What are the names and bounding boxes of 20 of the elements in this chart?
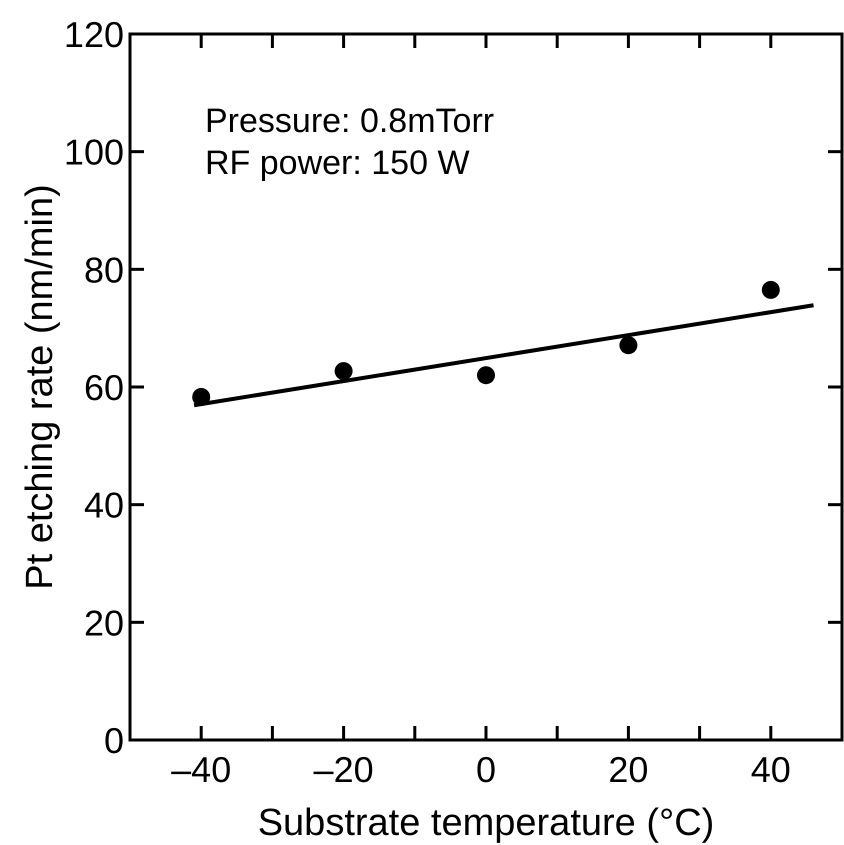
y-tick-label: 120 bbox=[64, 14, 124, 55]
x-axis-title: Substrate temperature (°C) bbox=[258, 802, 714, 844]
point bbox=[619, 336, 638, 354]
y-axis-title: Pt etching rate (nm/min) bbox=[19, 184, 61, 590]
annotation: RF power: 150 W bbox=[205, 144, 470, 182]
point bbox=[477, 366, 495, 384]
x-tick-label: 0 bbox=[476, 749, 496, 790]
y-tick-label: 40 bbox=[84, 484, 124, 526]
x-tick-label: 40 bbox=[750, 749, 791, 790]
y-tick-label: 0 bbox=[104, 720, 124, 761]
annotation: Pressure: 0.8mTorr bbox=[205, 102, 494, 140]
y-tick-label: 80 bbox=[84, 249, 124, 290]
x-tick-label: 20 bbox=[608, 749, 648, 790]
y-tick-label: 20 bbox=[84, 602, 124, 644]
x-tick-label: –20 bbox=[314, 749, 374, 790]
y-tick-label: 60 bbox=[84, 367, 124, 408]
point bbox=[762, 280, 780, 299]
point bbox=[334, 362, 353, 380]
y-tick-label: 100 bbox=[64, 132, 124, 173]
x-tick-label: –40 bbox=[171, 749, 232, 790]
